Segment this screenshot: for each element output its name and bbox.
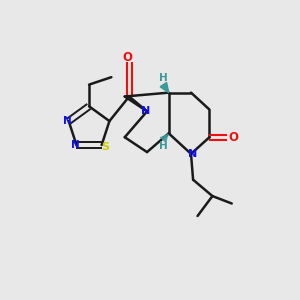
Text: N: N [70, 140, 80, 150]
Polygon shape [160, 82, 169, 93]
Text: H: H [159, 141, 168, 151]
Text: O: O [229, 131, 239, 144]
Text: H: H [159, 73, 168, 83]
Text: S: S [101, 142, 109, 152]
Text: N: N [188, 149, 197, 160]
Text: N: N [63, 116, 72, 126]
Text: N: N [141, 106, 150, 116]
Text: O: O [123, 51, 133, 64]
